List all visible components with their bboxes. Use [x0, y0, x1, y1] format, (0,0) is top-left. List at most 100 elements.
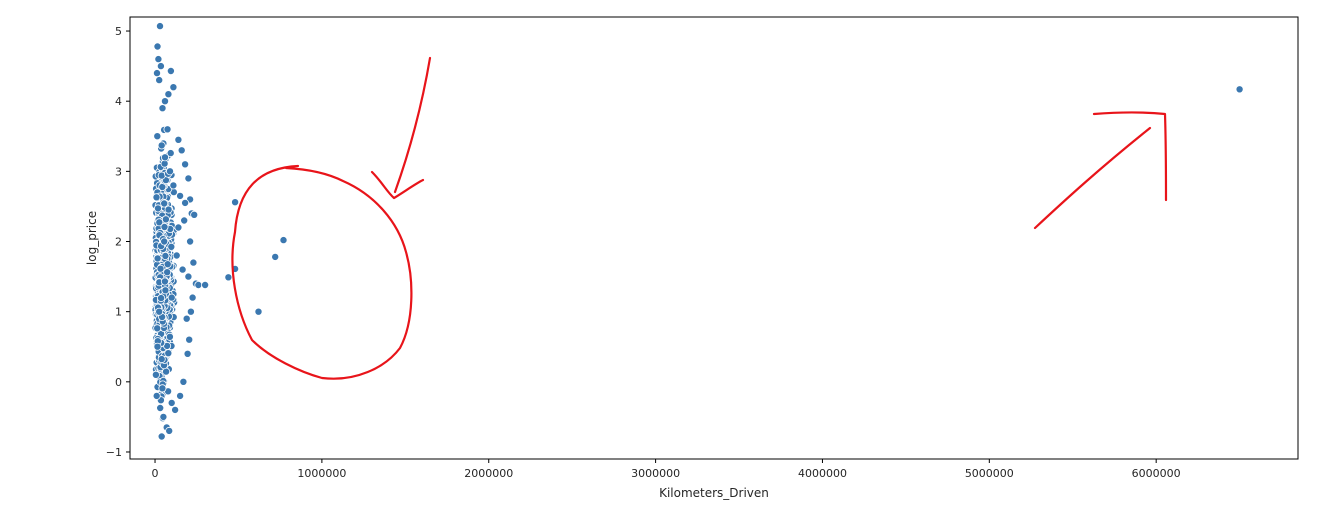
data-point	[185, 335, 194, 344]
data-point	[152, 391, 161, 400]
data-point	[156, 62, 165, 71]
data-point	[160, 97, 169, 106]
x-axis-label: Kilometers_Driven	[659, 486, 769, 500]
data-point	[181, 198, 190, 207]
data-point	[174, 223, 183, 232]
red-annotations	[231, 56, 1168, 380]
data-point	[160, 222, 169, 231]
data-point	[179, 377, 188, 386]
data-point	[161, 251, 170, 260]
data-point	[167, 293, 176, 302]
data-point	[165, 332, 174, 341]
data-point	[165, 426, 174, 435]
data-point	[153, 132, 162, 141]
data-point	[160, 199, 169, 208]
arrow-up-head	[1092, 111, 1168, 202]
data-point	[194, 280, 203, 289]
y-tick-label: 2	[115, 236, 122, 249]
y-tick-label: 1	[115, 306, 122, 319]
data-point	[155, 218, 164, 227]
data-point	[154, 55, 163, 64]
data-point	[160, 237, 169, 246]
data-point	[186, 307, 195, 316]
y-tick-label: 4	[115, 95, 122, 108]
arrow-up-shaft	[1033, 126, 1152, 230]
data-point	[155, 76, 164, 85]
data-point	[231, 198, 240, 207]
data-point	[163, 260, 172, 269]
data-point	[186, 237, 195, 246]
data-point	[174, 135, 183, 144]
data-point	[165, 167, 174, 176]
data-point	[156, 403, 165, 412]
data-point	[169, 83, 178, 92]
data-point	[177, 146, 186, 155]
x-tick-label: 3000000	[631, 467, 680, 480]
data-point	[152, 69, 161, 78]
data-point	[164, 90, 173, 99]
data-point	[184, 272, 193, 281]
y-tick-label: 0	[115, 376, 122, 389]
data-point	[161, 286, 170, 295]
data-point	[153, 204, 162, 213]
data-point	[166, 149, 175, 158]
data-point	[178, 265, 187, 274]
data-point	[157, 141, 166, 150]
x-axis-ticks: 0 1000000 2000000 3000000 4000000 5000000 6000…	[152, 459, 1181, 480]
data-points	[151, 22, 1244, 441]
data-point	[155, 307, 164, 316]
data-point	[271, 252, 280, 261]
data-point	[183, 349, 192, 358]
data-point	[153, 324, 162, 333]
data-point	[158, 384, 167, 393]
data-point	[180, 216, 189, 225]
data-point	[153, 342, 162, 351]
data-point	[188, 293, 197, 302]
arrow-down-head	[370, 170, 425, 200]
data-point	[153, 42, 162, 51]
data-point	[171, 405, 180, 414]
data-point	[163, 125, 172, 134]
y-tick-label: 3	[115, 165, 122, 178]
data-point	[151, 370, 160, 379]
data-point	[157, 294, 166, 303]
data-point	[181, 160, 190, 169]
data-point	[164, 349, 173, 358]
x-tick-label: 4000000	[798, 467, 847, 480]
data-point	[254, 307, 263, 316]
data-point	[158, 104, 167, 113]
x-tick-label: 6000000	[1132, 467, 1181, 480]
data-point	[167, 242, 176, 251]
data-point	[156, 264, 165, 273]
data-point	[161, 215, 170, 224]
y-tick-label: −1	[106, 446, 122, 459]
data-point	[176, 191, 185, 200]
data-point	[189, 258, 198, 267]
data-point	[152, 193, 161, 202]
data-point	[190, 210, 199, 219]
x-tick-label: 1000000	[297, 467, 346, 480]
data-point	[167, 398, 176, 407]
data-point	[157, 432, 166, 441]
arrow-down-shaft	[393, 56, 432, 194]
data-point	[184, 174, 193, 183]
data-point	[1235, 85, 1244, 94]
data-point	[172, 251, 181, 260]
y-tick-label: 5	[115, 25, 122, 38]
data-point	[160, 153, 169, 162]
y-axis-label: log_price	[85, 211, 99, 265]
data-point	[182, 314, 191, 323]
y-axis-ticks: −1 0 1 2 3 4 5	[106, 25, 130, 459]
data-point	[224, 273, 233, 282]
hand-drawn-circle	[231, 164, 413, 380]
data-point	[166, 67, 175, 76]
data-point	[159, 412, 168, 421]
x-tick-label: 0	[152, 467, 159, 480]
plot-area	[129, 16, 1299, 460]
data-point	[169, 181, 178, 190]
x-tick-label: 2000000	[464, 467, 513, 480]
data-point	[201, 280, 210, 289]
data-point	[163, 268, 172, 277]
x-tick-label: 5000000	[965, 467, 1014, 480]
